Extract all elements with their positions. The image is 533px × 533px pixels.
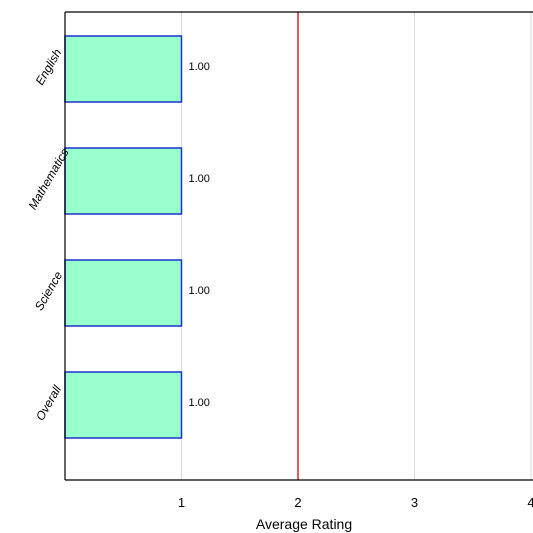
x-tick-label: 1 [178, 495, 185, 510]
data-label-science: 1.00 [189, 285, 210, 297]
category-label-science: Science [32, 269, 66, 313]
x-axis-title: Average Rating [256, 516, 352, 532]
data-label-overall: 1.00 [189, 397, 210, 409]
bar-mathematics [64, 147, 183, 215]
data-label-english: 1.00 [189, 61, 210, 73]
category-label-overall: Overall [33, 383, 64, 423]
x-tick-label: 4 [527, 495, 533, 510]
bar-overall [64, 371, 183, 439]
bar-english [64, 35, 183, 103]
axes [64, 11, 533, 481]
x-tick-labels: 1 2 3 4 [178, 495, 533, 510]
data-labels: 1.00 1.00 1.00 1.00 [189, 61, 210, 409]
x-tick-label: 3 [411, 495, 418, 510]
gridlines [181, 12, 532, 480]
x-tick-label: 2 [294, 495, 301, 510]
category-label-english: English [33, 46, 65, 87]
data-label-mathematics: 1.00 [189, 173, 210, 185]
bars [64, 35, 183, 439]
bar-science [64, 259, 183, 327]
